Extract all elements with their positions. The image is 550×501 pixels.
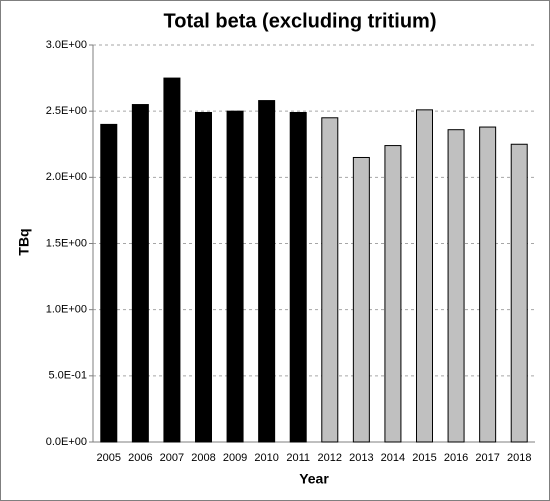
bar [258,100,276,443]
x-axis-label: Year [299,471,329,487]
bar [447,129,465,443]
y-tick-label: 1.5E+00 [46,237,87,249]
bar [163,77,181,443]
x-tick-label: 2018 [507,452,531,464]
y-tick-label: 3.0E+00 [46,39,87,51]
bar [195,111,212,443]
bar [321,117,339,443]
bar [131,104,149,443]
y-tick-label: 1.0E+00 [46,304,87,316]
x-tick-label: 2005 [97,452,121,464]
bar [100,123,118,443]
x-tick-label: 2015 [412,452,436,464]
x-tick-label: 2009 [223,452,247,464]
x-tick-label: 2012 [318,452,342,464]
x-tick-label: 2017 [475,452,499,464]
bar [416,109,433,443]
y-tick-label: 2.5E+00 [46,105,87,117]
chart-title: Total beta (excluding tritium) [164,10,437,32]
bar [384,145,402,443]
x-tick-label: 2014 [381,452,405,464]
bar [479,126,497,443]
y-tick-label: 5.0E-01 [48,370,87,382]
bar [510,143,528,443]
y-tick-label: 2.0E+00 [46,171,87,183]
x-tick-label: 2006 [128,452,152,464]
x-tick-label: 2013 [349,452,373,464]
bar [289,111,307,443]
x-tick-label: 2011 [286,452,310,464]
bar [226,110,244,443]
x-tick-label: 2008 [191,452,215,464]
x-tick-label: 2007 [160,452,184,464]
bar [352,156,370,443]
x-tick-label: 2016 [444,452,468,464]
y-axis-label: TBq [16,228,32,255]
y-tick-label: 0.0E+00 [46,436,87,448]
x-tick-label: 2010 [254,452,278,464]
